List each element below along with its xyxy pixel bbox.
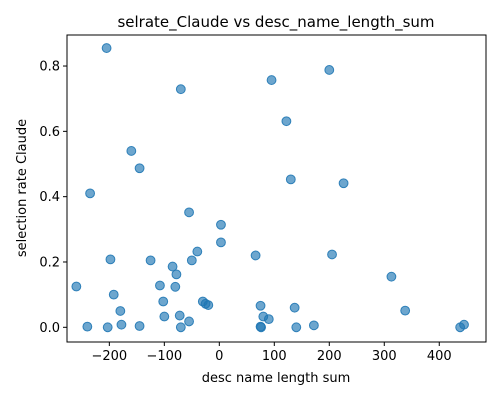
- data-point: [455, 322, 466, 333]
- data-point: [338, 178, 349, 189]
- x-tick-label: 400: [427, 349, 452, 364]
- plot-area: [66, 34, 487, 343]
- data-point: [101, 43, 112, 53]
- data-point: [184, 316, 194, 327]
- data-point: [82, 321, 93, 332]
- data-point: [171, 269, 182, 280]
- y-tick-label: 0.0: [39, 321, 60, 336]
- data-point: [174, 310, 185, 321]
- data-point: [291, 322, 302, 333]
- data-point: [192, 246, 203, 257]
- data-point: [255, 300, 266, 311]
- data-point: [256, 322, 267, 333]
- data-point: [85, 188, 95, 199]
- data-point: [115, 306, 126, 316]
- data-point: [105, 254, 116, 265]
- data-point: [159, 311, 170, 322]
- data-point: [250, 250, 261, 261]
- data-point: [327, 249, 337, 260]
- data-point: [102, 322, 113, 333]
- data-point: [266, 75, 277, 85]
- plot-frame: [66, 34, 487, 343]
- data-point: [116, 319, 127, 330]
- x-tick-label: 200: [317, 349, 342, 364]
- data-point: [281, 116, 292, 127]
- data-point: [134, 321, 145, 331]
- x-tick-label: −100: [146, 349, 182, 364]
- data-point: [216, 237, 226, 248]
- x-tick-label: −200: [91, 349, 127, 364]
- y-axis: 0.0 0.2 0.4 0.6 0.8: [39, 60, 67, 336]
- data-point: [175, 322, 186, 333]
- data-point: [155, 280, 165, 291]
- y-tick-label: 0.6: [39, 125, 60, 140]
- data-point: [184, 207, 194, 218]
- data-point: [285, 174, 296, 185]
- data-point: [126, 146, 137, 156]
- chart-title: selrate_Claude vs desc_name_length_sum: [117, 13, 434, 32]
- data-point: [108, 289, 119, 300]
- data-point: [71, 281, 82, 292]
- x-axis-title: desc name length sum: [202, 371, 351, 386]
- data-point: [324, 65, 335, 75]
- x-tick-label: 0: [215, 349, 223, 364]
- data-point: [158, 296, 169, 307]
- data-point: [386, 271, 397, 282]
- data-point: [170, 281, 181, 292]
- data-point: [400, 305, 411, 316]
- y-tick-label: 0.4: [39, 190, 60, 205]
- data-point: [145, 255, 156, 266]
- data-point: [263, 314, 274, 325]
- x-tick-label: 300: [372, 349, 397, 364]
- y-tick-label: 0.8: [39, 60, 60, 75]
- y-axis-title: selection rate Claude: [15, 119, 30, 257]
- x-axis: −200 −100 0 100 200 300 400: [91, 342, 452, 364]
- x-tick-label: 100: [262, 349, 287, 364]
- data-point: [308, 320, 319, 331]
- data-point: [167, 261, 178, 272]
- data-point: [134, 163, 145, 174]
- y-tick-label: 0.2: [39, 255, 60, 270]
- data-point: [186, 255, 197, 266]
- data-point: [175, 84, 186, 95]
- data-points: [71, 43, 469, 333]
- data-point: [289, 302, 300, 313]
- data-point: [216, 219, 226, 230]
- data-point: [200, 298, 211, 309]
